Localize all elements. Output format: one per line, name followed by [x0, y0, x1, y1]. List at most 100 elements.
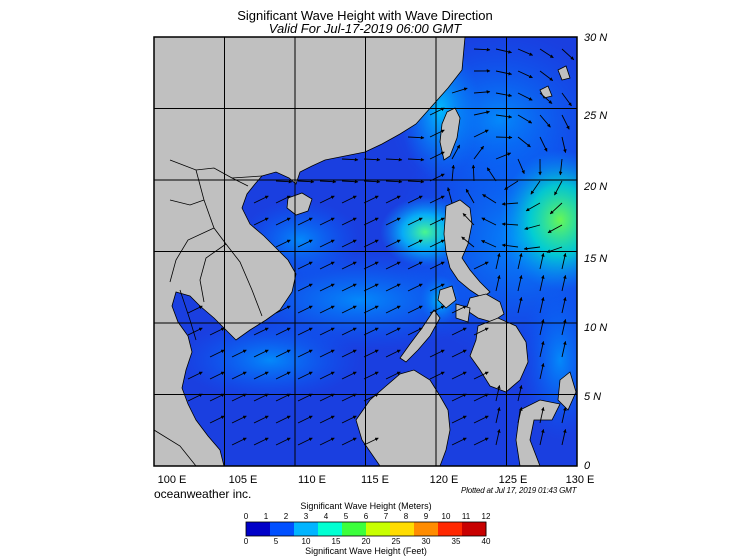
- wave-arrow: [407, 179, 425, 184]
- wave-arrow: [486, 167, 497, 182]
- wave-arrow: [319, 179, 337, 184]
- wave-arrow: [297, 327, 313, 336]
- wave-arrow: [473, 437, 489, 446]
- wave-arrow: [297, 217, 313, 226]
- lon-tick-label: 115 E: [361, 474, 389, 486]
- wave-arrow: [539, 114, 551, 128]
- wave-arrow: [407, 327, 423, 336]
- wave-arrow: [319, 393, 335, 402]
- wave-arrow: [187, 393, 203, 402]
- wave-arrow: [341, 393, 357, 402]
- wave-arrow: [517, 48, 534, 56]
- wave-arrow: [253, 327, 269, 336]
- wave-arrow: [341, 239, 357, 248]
- wave-arrow: [517, 92, 533, 101]
- wave-height-colorbar: [245, 521, 487, 537]
- wave-arrow: [297, 305, 313, 314]
- wave-arrow: [253, 217, 269, 226]
- wave-arrow: [539, 253, 545, 270]
- wave-arrow: [341, 157, 359, 162]
- wave-arrow: [407, 305, 423, 314]
- plotted-timestamp: Plotted at Jul 17, 2019 01:43 GMT: [461, 486, 577, 495]
- wave-arrow: [473, 110, 490, 116]
- wave-arrow: [429, 239, 445, 248]
- wave-arrow: [319, 217, 335, 226]
- lat-tick-label: 5 N: [584, 391, 601, 403]
- colorbar-swatch: [270, 522, 295, 536]
- wave-arrow: [407, 217, 423, 226]
- wave-arrow: [473, 47, 491, 52]
- wave-arrow: [187, 305, 203, 314]
- wave-arrow: [319, 371, 335, 380]
- wave-arrow: [429, 261, 445, 270]
- wave-arrow: [561, 48, 575, 61]
- wave-arrow: [253, 415, 269, 424]
- wave-arrow: [523, 246, 541, 251]
- meter-tick: 11: [462, 512, 471, 521]
- wave-arrow: [319, 305, 335, 314]
- wave-arrow: [473, 327, 489, 336]
- colorbar-feet-title: Significant Wave Height (Feet): [305, 546, 427, 556]
- wave-arrow: [465, 188, 475, 204]
- wave-arrow: [517, 70, 533, 79]
- wave-arrow: [385, 327, 401, 336]
- wave-arrow: [473, 90, 491, 94]
- wave-arrow: [495, 407, 501, 424]
- halmahera-island: [557, 371, 577, 411]
- lat-tick-label: 0: [584, 460, 591, 472]
- wave-arrow: [517, 407, 523, 424]
- wave-arrow: [561, 341, 567, 358]
- wave-arrow: [253, 195, 269, 204]
- wave-arrow: [495, 92, 513, 98]
- wave-arrow: [561, 92, 572, 107]
- wave-arrow: [504, 180, 519, 190]
- wave-arrow: [275, 179, 293, 184]
- meter-tick: 0: [244, 512, 249, 521]
- wave-arrow: [561, 319, 567, 336]
- wave-arrow: [385, 371, 401, 380]
- wave-arrow: [429, 173, 445, 182]
- wave-arrow: [253, 371, 269, 380]
- wave-arrow: [407, 283, 423, 292]
- wave-arrow: [539, 319, 545, 336]
- wave-direction-arrows: [187, 47, 575, 446]
- meter-tick: 12: [482, 512, 491, 521]
- wave-arrow: [363, 349, 379, 358]
- meter-tick: 10: [442, 512, 451, 521]
- wave-arrow: [539, 297, 545, 314]
- wave-arrow: [539, 407, 545, 424]
- wave-arrow: [385, 217, 401, 226]
- wave-arrow: [554, 180, 563, 196]
- meter-tick: 6: [364, 512, 369, 521]
- wave-arrow: [561, 429, 567, 446]
- lon-tick-label: 130 E: [566, 474, 595, 486]
- wave-arrow: [253, 349, 269, 358]
- wave-arrow: [539, 341, 545, 358]
- wave-arrow: [539, 48, 554, 59]
- lat-tick-label: 15 N: [584, 253, 607, 265]
- wave-arrow: [297, 393, 313, 402]
- wave-arrow: [429, 151, 445, 160]
- wave-arrow: [297, 349, 313, 358]
- meter-tick-labels: 0 1 2 3 4 5 6 7 8 9 10 11 12: [244, 512, 491, 521]
- sulawesi-island: [515, 399, 561, 466]
- wave-arrow: [341, 437, 357, 446]
- wave-arrow: [407, 239, 423, 248]
- wave-arrow: [363, 393, 379, 402]
- wave-arrow: [297, 261, 313, 270]
- wave-arrow: [451, 393, 467, 402]
- lat-tick-label: 30 N: [584, 32, 607, 44]
- feet-tick: 15: [332, 537, 341, 546]
- wave-arrow: [451, 437, 467, 446]
- wave-arrow: [429, 305, 445, 314]
- wave-arrow: [385, 239, 401, 248]
- wave-arrow: [231, 371, 247, 380]
- feet-tick: 20: [362, 537, 371, 546]
- wave-arrow: [495, 48, 512, 54]
- wave-arrow: [561, 253, 567, 270]
- wave-arrow: [275, 195, 291, 204]
- wave-arrow: [530, 180, 541, 195]
- colorbar-swatch: [246, 522, 271, 536]
- wave-arrow: [297, 371, 313, 380]
- wave-arrow: [517, 253, 523, 270]
